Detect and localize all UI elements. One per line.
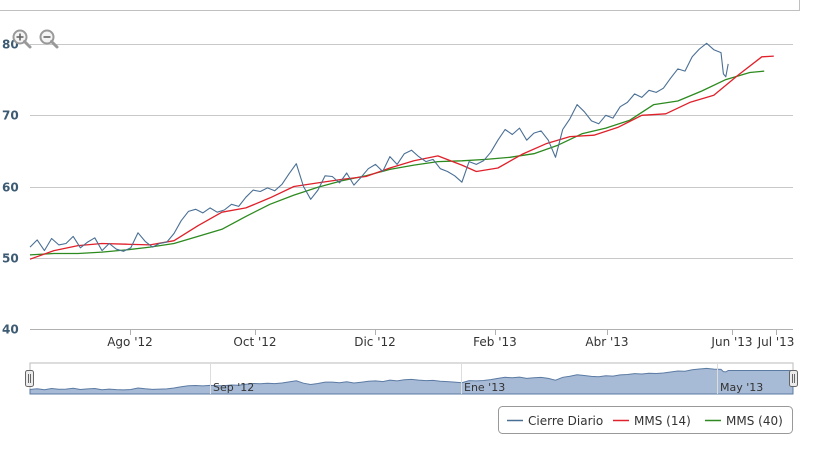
y-tick-label: 70 [2,109,19,123]
legend-label: Cierre Diario [528,414,603,428]
series-line-1 [29,55,774,260]
x-tick-label: Abr '13 [585,335,628,349]
legend-item-0[interactable]: Cierre Diario [507,414,603,428]
navigator-ticks: Sep '12 Ene '13 May '13 [210,363,763,394]
navigator[interactable]: Sep '12 Ene '13 May '13 [25,362,798,395]
series-line-0 [29,42,729,252]
legend-label: MMS (40) [726,414,783,428]
gridlines [30,44,793,330]
x-tick-label: Feb '13 [473,335,517,349]
legend-label: MMS (14) [634,414,691,428]
series-line-2 [29,70,765,256]
legend-item-2[interactable]: MMS (40) [705,414,783,428]
y-tick-label: 50 [2,252,19,266]
zoom-controls [12,29,59,49]
x-tick-label: Jun '13 [710,335,752,349]
legend-box [498,406,793,434]
x-tick-label: Dic '12 [354,335,396,349]
zoom-in-icon[interactable] [12,29,32,49]
legend-item-1[interactable]: MMS (14) [613,414,691,428]
y-tick-label: 60 [2,181,19,195]
navigator-left-handle[interactable] [25,370,34,387]
legend: Cierre Diario MMS (14) MMS (40) [498,406,793,434]
y-tick-label: 40 [2,323,19,337]
navigator-right-handle[interactable] [789,370,798,387]
series-lines [29,42,774,260]
navigator-tick-label: Sep '12 [213,381,254,394]
x-tick-label: Jul '13 [757,335,795,349]
x-tick-label: Ago '12 [107,335,153,349]
x-axis: Ago '12 Oct '12 Dic '12 Feb '13 Abr '13 Jun '… [30,329,794,349]
navigator-series-area [29,367,794,395]
navigator-tick-label: Ene '13 [464,381,505,394]
zoom-out-icon[interactable] [39,29,59,49]
navigator-tick-label: May '13 [720,381,763,394]
x-tick-label: Oct '12 [233,335,276,349]
